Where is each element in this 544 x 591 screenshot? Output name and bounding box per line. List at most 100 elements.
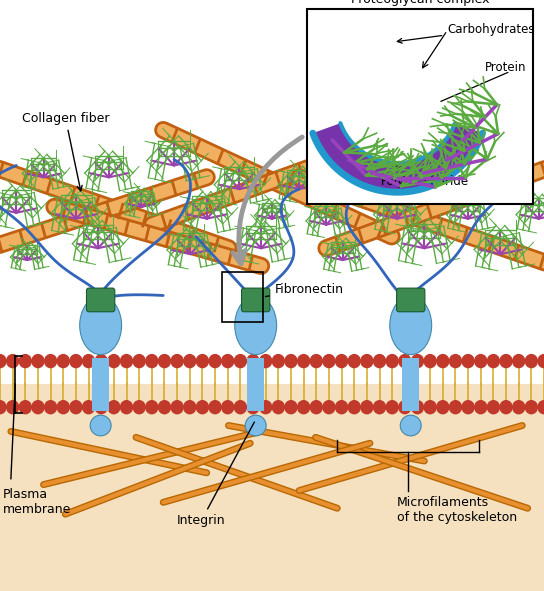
Circle shape bbox=[108, 355, 120, 368]
Circle shape bbox=[234, 401, 246, 414]
Circle shape bbox=[323, 401, 335, 414]
Circle shape bbox=[146, 401, 158, 414]
Text: Polysaccharide: Polysaccharide bbox=[381, 176, 469, 189]
Circle shape bbox=[361, 355, 373, 368]
Circle shape bbox=[20, 355, 32, 368]
Circle shape bbox=[500, 355, 512, 368]
Circle shape bbox=[399, 401, 411, 414]
Circle shape bbox=[247, 401, 259, 414]
FancyBboxPatch shape bbox=[397, 288, 425, 312]
Circle shape bbox=[259, 401, 271, 414]
Circle shape bbox=[222, 355, 234, 368]
Polygon shape bbox=[313, 123, 483, 192]
Circle shape bbox=[487, 355, 499, 368]
Circle shape bbox=[538, 355, 544, 368]
Bar bbox=[307, 9, 533, 204]
Circle shape bbox=[298, 401, 310, 414]
FancyBboxPatch shape bbox=[92, 358, 109, 411]
Circle shape bbox=[336, 401, 348, 414]
Circle shape bbox=[386, 401, 398, 414]
Circle shape bbox=[57, 355, 69, 368]
Text: Integrin: Integrin bbox=[177, 422, 255, 527]
Circle shape bbox=[399, 355, 411, 368]
Circle shape bbox=[259, 355, 271, 368]
Circle shape bbox=[424, 355, 436, 368]
Text: Fibronectin: Fibronectin bbox=[265, 283, 344, 297]
Ellipse shape bbox=[235, 296, 276, 355]
Circle shape bbox=[57, 401, 69, 414]
Circle shape bbox=[95, 401, 107, 414]
Circle shape bbox=[209, 401, 221, 414]
FancyBboxPatch shape bbox=[242, 288, 270, 312]
Circle shape bbox=[209, 355, 221, 368]
Ellipse shape bbox=[245, 415, 266, 436]
Circle shape bbox=[424, 401, 436, 414]
Circle shape bbox=[512, 401, 524, 414]
Circle shape bbox=[348, 355, 360, 368]
Circle shape bbox=[500, 401, 512, 414]
Text: Microfilaments
of the cytoskeleton: Microfilaments of the cytoskeleton bbox=[397, 496, 517, 524]
Text: Plasma
membrane: Plasma membrane bbox=[3, 488, 71, 515]
Circle shape bbox=[411, 355, 423, 368]
Circle shape bbox=[526, 401, 537, 414]
Circle shape bbox=[70, 355, 82, 368]
Circle shape bbox=[475, 401, 487, 414]
Text: Protein: Protein bbox=[485, 61, 527, 74]
Circle shape bbox=[374, 355, 386, 368]
Circle shape bbox=[298, 355, 310, 368]
Circle shape bbox=[512, 355, 524, 368]
Circle shape bbox=[247, 355, 259, 368]
Circle shape bbox=[361, 401, 373, 414]
Circle shape bbox=[437, 355, 449, 368]
Ellipse shape bbox=[79, 296, 122, 355]
Circle shape bbox=[184, 401, 196, 414]
FancyBboxPatch shape bbox=[86, 288, 115, 312]
Text: Collagen fiber: Collagen fiber bbox=[22, 112, 109, 191]
Circle shape bbox=[487, 401, 499, 414]
Circle shape bbox=[121, 401, 133, 414]
Circle shape bbox=[146, 355, 158, 368]
Circle shape bbox=[171, 355, 183, 368]
Circle shape bbox=[32, 401, 44, 414]
Circle shape bbox=[196, 355, 208, 368]
FancyBboxPatch shape bbox=[402, 358, 419, 411]
Ellipse shape bbox=[400, 415, 421, 436]
Circle shape bbox=[285, 355, 297, 368]
Circle shape bbox=[475, 355, 487, 368]
Circle shape bbox=[336, 355, 348, 368]
Circle shape bbox=[7, 401, 18, 414]
Circle shape bbox=[133, 355, 145, 368]
Circle shape bbox=[0, 401, 6, 414]
Circle shape bbox=[273, 401, 285, 414]
Circle shape bbox=[323, 355, 335, 368]
Circle shape bbox=[462, 401, 474, 414]
Circle shape bbox=[70, 401, 82, 414]
Circle shape bbox=[45, 401, 57, 414]
FancyBboxPatch shape bbox=[247, 358, 264, 411]
Circle shape bbox=[121, 355, 133, 368]
Circle shape bbox=[310, 355, 322, 368]
Circle shape bbox=[196, 401, 208, 414]
Circle shape bbox=[374, 401, 386, 414]
Circle shape bbox=[273, 355, 285, 368]
Ellipse shape bbox=[390, 296, 432, 355]
Circle shape bbox=[526, 355, 537, 368]
Circle shape bbox=[95, 355, 107, 368]
Circle shape bbox=[45, 355, 57, 368]
Circle shape bbox=[83, 401, 95, 414]
Circle shape bbox=[310, 401, 322, 414]
Ellipse shape bbox=[90, 415, 111, 436]
Circle shape bbox=[171, 401, 183, 414]
FancyBboxPatch shape bbox=[0, 0, 544, 384]
Circle shape bbox=[449, 401, 461, 414]
Circle shape bbox=[158, 401, 170, 414]
Circle shape bbox=[411, 401, 423, 414]
FancyBboxPatch shape bbox=[0, 384, 544, 591]
Circle shape bbox=[184, 355, 196, 368]
Circle shape bbox=[348, 401, 360, 414]
Circle shape bbox=[234, 355, 246, 368]
Text: Proteoglycan complex: Proteoglycan complex bbox=[351, 0, 490, 6]
Bar bbox=[222, 272, 263, 322]
Circle shape bbox=[7, 355, 18, 368]
Circle shape bbox=[20, 401, 32, 414]
